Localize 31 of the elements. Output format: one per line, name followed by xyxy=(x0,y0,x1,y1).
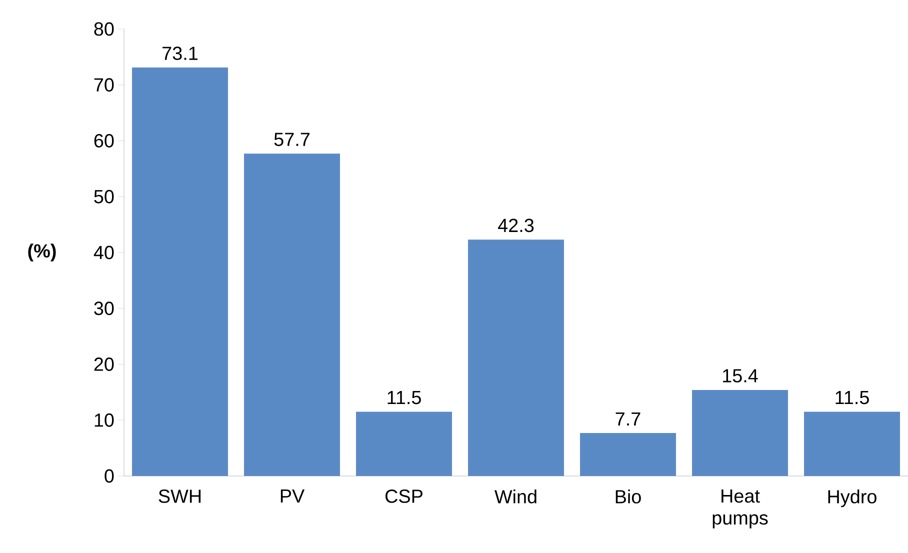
x-tick-label: Hydro xyxy=(828,490,876,508)
bar xyxy=(580,432,676,476)
data-label: 7.7 xyxy=(616,412,640,426)
y-tick-label: 20 xyxy=(94,358,114,371)
y-tick-label: 60 xyxy=(94,134,114,148)
x-tick-label: Heat pumps xyxy=(712,490,768,528)
y-tick-label: 0 xyxy=(104,469,114,483)
data-label: 11.5 xyxy=(836,391,869,404)
data-label: 15.4 xyxy=(723,369,758,382)
x-tick-label: SWH xyxy=(158,490,201,503)
y-tick-label: 80 xyxy=(94,22,114,36)
y-tick-label: 30 xyxy=(94,302,114,316)
bar xyxy=(468,240,564,476)
y-axis-title: (%) xyxy=(28,244,56,262)
bar xyxy=(132,68,228,476)
data-label: 73.1 xyxy=(162,46,198,60)
x-tick-label: Wind xyxy=(494,490,536,504)
y-tick-label: 70 xyxy=(94,78,114,92)
data-label: 42.3 xyxy=(498,218,534,232)
y-tick-label: 10 xyxy=(94,413,114,427)
x-tick-label: Bio xyxy=(616,490,641,504)
x-tick-label: CSP xyxy=(385,490,422,503)
bar xyxy=(356,412,452,476)
bar xyxy=(804,412,900,476)
x-tick-label: PV xyxy=(280,490,305,503)
y-tick-label: 40 xyxy=(94,246,114,260)
y-tick-label: 50 xyxy=(94,190,114,204)
data-label: 11.5 xyxy=(388,391,421,404)
data-label: 57.7 xyxy=(274,132,310,146)
bar xyxy=(692,390,788,476)
bar xyxy=(244,154,340,476)
